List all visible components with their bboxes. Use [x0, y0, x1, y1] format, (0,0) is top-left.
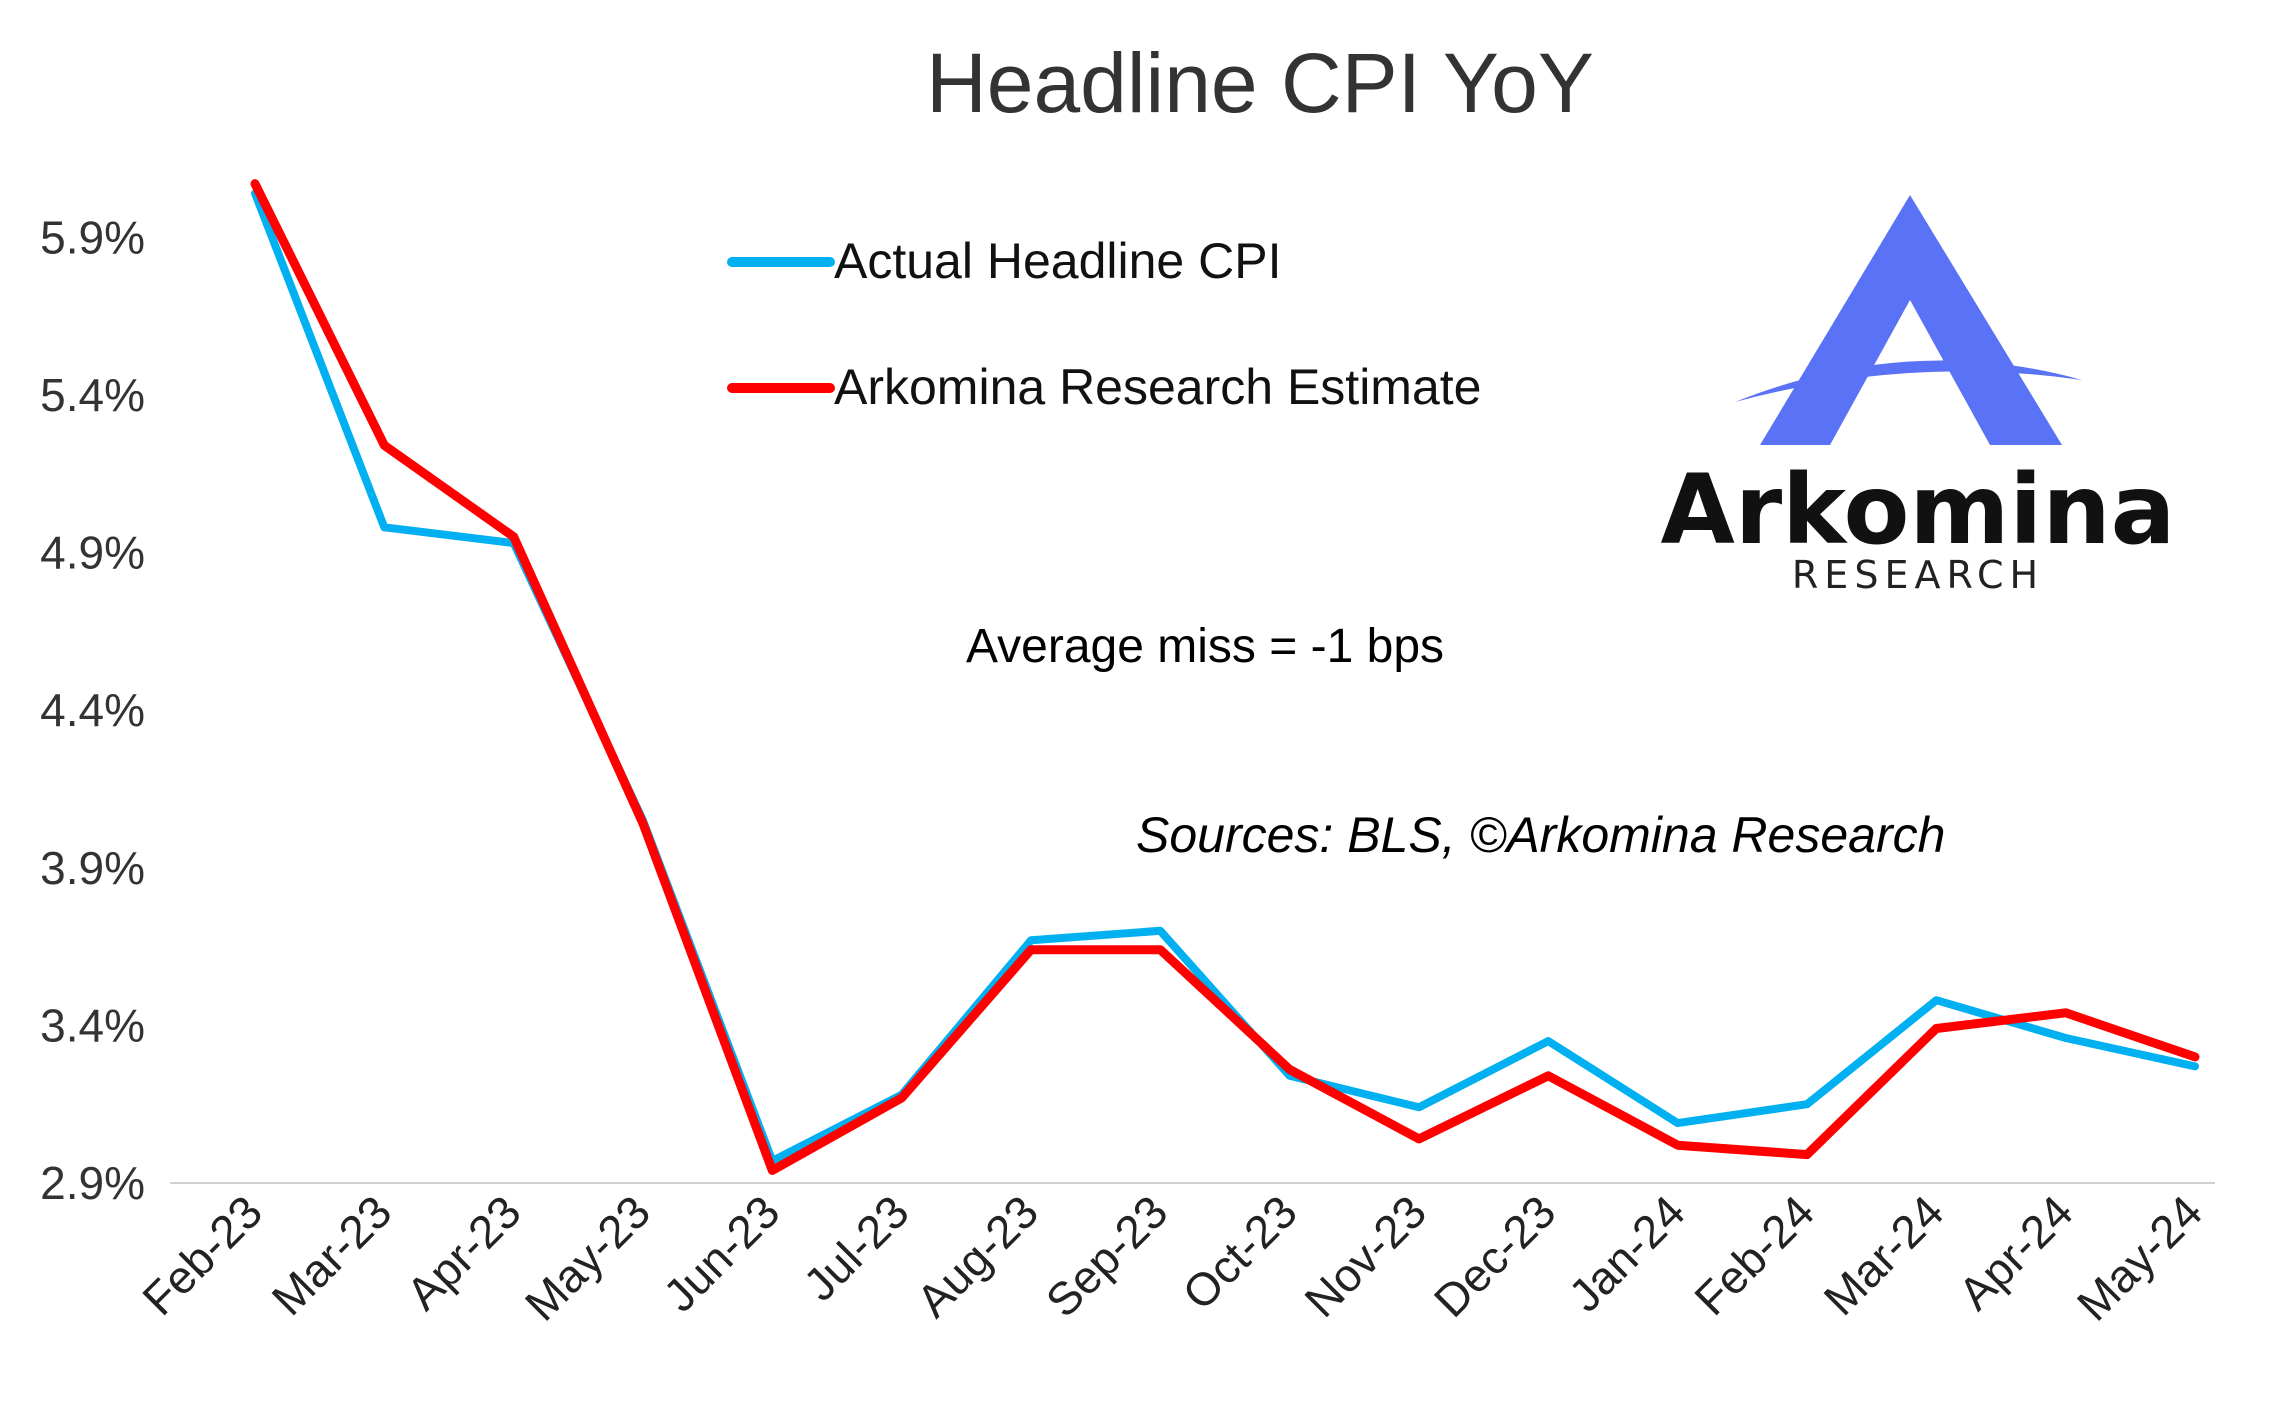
- x-tick-label: Jun-23: [653, 1185, 789, 1321]
- x-tick-label: Feb-23: [132, 1185, 272, 1325]
- y-tick-label: 5.4%: [40, 369, 145, 421]
- source-note: Sources: BLS, ©Arkomina Research: [1136, 807, 1945, 863]
- chart-title: Headline CPI YoY: [926, 36, 1594, 130]
- x-tick-label: May-24: [2067, 1185, 2212, 1330]
- series-line-estimate: [250, 179, 2200, 1175]
- arkomina-logo: Arkomina RESEARCH: [1661, 195, 2176, 597]
- x-tick-label: Dec-23: [1424, 1185, 1566, 1327]
- logo-wordmark: Arkomina: [1661, 454, 2176, 566]
- x-tick-label: Oct-23: [1172, 1185, 1306, 1319]
- x-tick-label: May-23: [515, 1185, 660, 1330]
- y-tick-label: 4.4%: [40, 684, 145, 736]
- x-tick-label: Sep-23: [1036, 1185, 1178, 1327]
- legend-label-actual: Actual Headline CPI: [834, 233, 1281, 289]
- x-tick-label: Apr-23: [396, 1185, 530, 1319]
- series-layer: [250, 179, 2200, 1175]
- x-tick-label: Jul-23: [793, 1185, 918, 1310]
- logo-a-mark-icon: [1760, 195, 2062, 445]
- logo-arc-icon: [1735, 360, 2082, 402]
- series-line-actual: [251, 189, 2199, 1165]
- y-axis: 2.9% 3.4% 3.9% 4.4% 4.9% 5.4% 5.9%: [40, 211, 145, 1209]
- average-miss-annotation: Average miss = -1 bps: [966, 620, 1444, 673]
- y-tick-label: 4.9%: [40, 527, 145, 579]
- x-tick-label: Nov-23: [1294, 1185, 1436, 1327]
- y-tick-label: 2.9%: [40, 1157, 145, 1209]
- x-tick-label: Feb-24: [1684, 1185, 1824, 1325]
- x-tick-label: Mar-24: [1814, 1185, 1954, 1325]
- legend-label-estimate: Arkomina Research Estimate: [834, 359, 1481, 415]
- logo-subtitle: RESEARCH: [1792, 553, 2044, 597]
- y-tick-label: 3.9%: [40, 842, 145, 894]
- y-tick-label: 5.9%: [40, 211, 145, 263]
- x-tick-label: Aug-23: [906, 1185, 1048, 1327]
- x-tick-label: Mar-23: [262, 1185, 402, 1325]
- x-tick-label: Jan-24: [1559, 1185, 1695, 1321]
- legend: Actual Headline CPI Arkomina Research Es…: [727, 233, 1481, 415]
- x-tick-label: Apr-24: [1948, 1185, 2082, 1319]
- y-tick-label: 3.4%: [40, 999, 145, 1051]
